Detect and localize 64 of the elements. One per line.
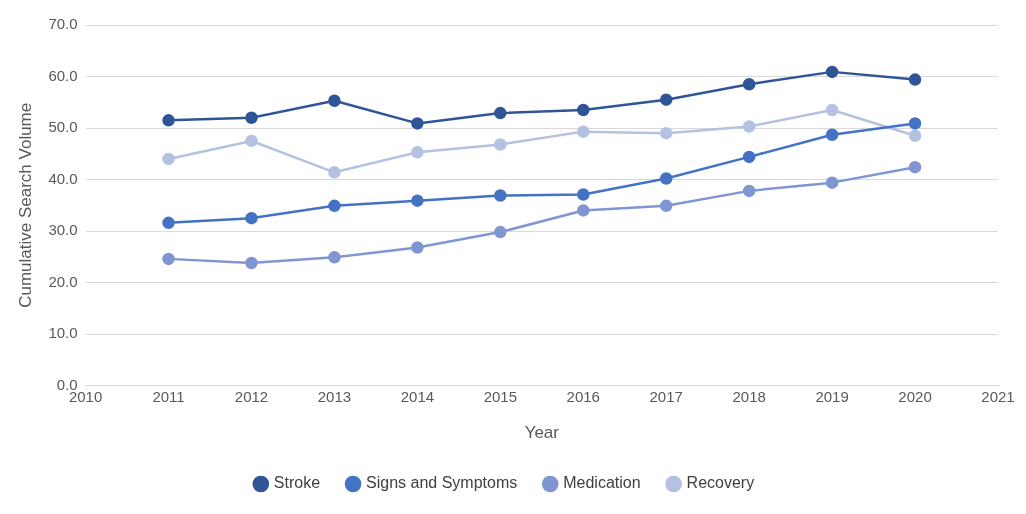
y-tick-label: 20.0 xyxy=(48,272,78,290)
x-tick-label: 2020 xyxy=(898,387,932,405)
point xyxy=(411,117,424,130)
point xyxy=(494,138,507,151)
y-tick-label: 50.0 xyxy=(48,118,78,136)
point xyxy=(162,152,175,166)
point xyxy=(908,129,922,143)
point xyxy=(328,199,341,213)
point xyxy=(411,194,424,207)
point xyxy=(908,117,922,130)
point xyxy=(742,150,756,164)
legend-label: Stroke xyxy=(273,474,321,492)
point xyxy=(162,252,175,266)
point xyxy=(825,103,839,117)
point xyxy=(659,172,673,185)
point xyxy=(162,216,175,230)
y-axis-title: Cumulative Search Volume xyxy=(15,102,35,308)
point xyxy=(245,211,258,225)
point xyxy=(825,128,839,141)
x-axis-title: Year xyxy=(524,423,560,443)
point xyxy=(908,160,922,174)
point xyxy=(742,77,756,91)
point xyxy=(162,114,175,127)
x-tick-label: 2011 xyxy=(152,387,185,405)
y-tick-label: 60.0 xyxy=(48,66,78,84)
point xyxy=(825,65,839,79)
legend-label: Medication xyxy=(563,474,641,492)
legend-label: Signs and Symptoms xyxy=(366,474,518,492)
point xyxy=(742,184,756,198)
x-tick-label: 2019 xyxy=(815,387,849,405)
point xyxy=(494,106,507,120)
point xyxy=(245,134,258,148)
point xyxy=(245,111,258,124)
point xyxy=(577,188,590,201)
legend-label: Recovery xyxy=(686,474,755,492)
x-tick-label: 2014 xyxy=(400,387,435,405)
point xyxy=(908,73,922,86)
point xyxy=(825,176,839,189)
point xyxy=(245,256,258,270)
point xyxy=(577,125,590,138)
y-tick-label: 70.0 xyxy=(48,15,78,33)
point xyxy=(494,225,507,239)
y-tick-label: 30.0 xyxy=(48,221,78,239)
point xyxy=(411,241,424,254)
point xyxy=(742,120,756,133)
point xyxy=(328,251,341,264)
point xyxy=(411,145,424,159)
point xyxy=(659,199,673,213)
point xyxy=(577,204,590,217)
point xyxy=(494,189,507,202)
y-tick-label: 10.0 xyxy=(48,324,78,342)
point xyxy=(659,126,673,140)
point xyxy=(659,93,673,106)
x-tick-label: 2017 xyxy=(649,387,683,405)
x-tick-label: 2012 xyxy=(234,387,269,405)
point xyxy=(328,94,341,107)
x-tick-label: 2015 xyxy=(483,387,518,405)
x-tick-label: 2016 xyxy=(566,387,600,405)
point xyxy=(577,103,590,117)
x-tick-label: 2013 xyxy=(317,387,352,405)
y-tick-label: 40.0 xyxy=(48,169,78,187)
x-tick-label: 2021 xyxy=(981,387,1015,405)
x-tick-label: 2018 xyxy=(732,387,766,405)
point xyxy=(328,166,341,179)
